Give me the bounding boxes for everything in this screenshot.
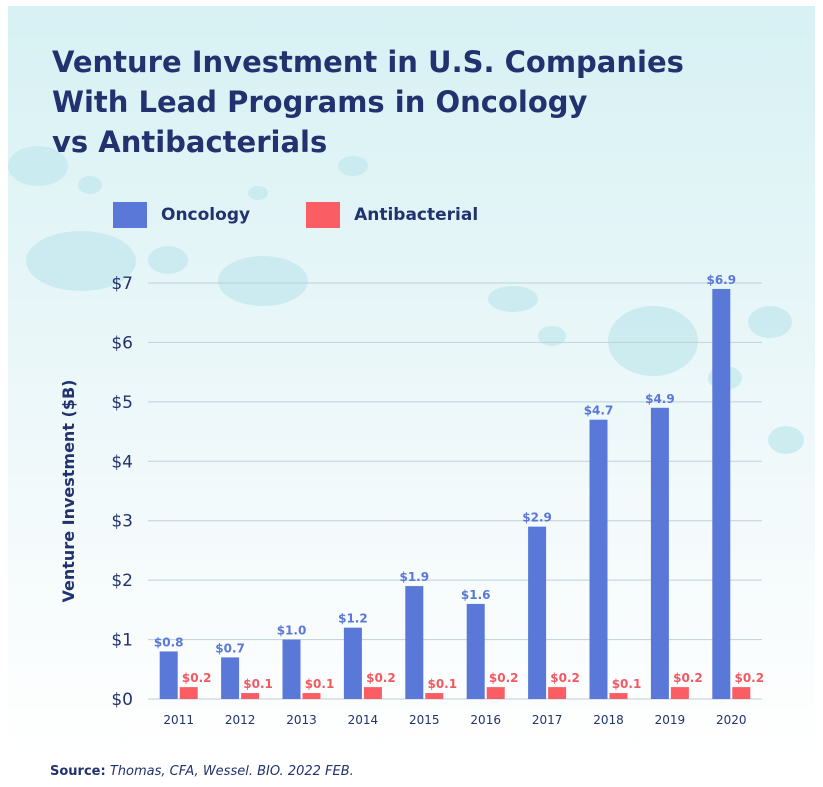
data-label-oncology: $1.9 <box>399 570 429 584</box>
decorative-blob <box>248 186 268 200</box>
data-label-antibacterial: $0.2 <box>673 671 703 685</box>
y-tick-label: $5 <box>111 393 133 413</box>
bar-antibacterial <box>609 693 628 699</box>
bar-chart: $0 $1 $2 $3 $4 $5 $6 $7 Venture Investment ($B) $… <box>59 273 764 727</box>
x-tick-label: 2020 <box>716 713 747 727</box>
y-tick-label: $2 <box>111 571 133 591</box>
bar-oncology <box>405 586 424 699</box>
decorative-blob <box>218 256 308 306</box>
data-label-oncology: $4.7 <box>584 404 614 418</box>
bar-antibacterial <box>548 687 567 699</box>
bar-antibacterial <box>670 687 689 699</box>
bar-oncology <box>650 407 669 699</box>
data-label-oncology: $0.7 <box>215 641 245 655</box>
bar-oncology <box>343 627 362 699</box>
decorative-blob <box>78 176 102 194</box>
y-tick-label: $6 <box>111 333 133 353</box>
bar-antibacterial <box>302 693 321 699</box>
bar-antibacterial <box>241 693 260 699</box>
decorative-blob <box>748 306 792 338</box>
legend-swatch-antibacterial <box>306 202 341 228</box>
bar-oncology <box>282 639 301 699</box>
bar-oncology <box>159 651 178 699</box>
bar-oncology <box>221 657 240 699</box>
x-tick-label: 2013 <box>286 713 317 727</box>
data-label-oncology: $0.8 <box>154 635 184 649</box>
source-label: Source: <box>50 764 106 779</box>
x-tick-label: 2019 <box>655 713 686 727</box>
legend-item-oncology: Oncology <box>113 202 250 228</box>
y-tick-label: $3 <box>111 512 133 532</box>
decorative-blob <box>538 326 566 346</box>
data-label-antibacterial: $0.1 <box>305 677 335 691</box>
data-label-antibacterial: $0.1 <box>612 677 642 691</box>
bar-oncology <box>589 419 608 699</box>
decorative-blob <box>768 426 804 454</box>
data-label-antibacterial: $0.2 <box>366 671 396 685</box>
x-tick-label: 2016 <box>470 713 501 727</box>
legend-item-antibacterial: Antibacterial <box>306 202 478 228</box>
x-tick-label: 2011 <box>163 713 194 727</box>
bar-antibacterial <box>425 693 444 699</box>
legend-label-antibacterial: Antibacterial <box>354 205 479 225</box>
source-note: Source: Thomas, CFA, Wessel. BIO. 2022 F… <box>50 764 354 779</box>
data-label-antibacterial: $0.2 <box>734 671 764 685</box>
bar-oncology <box>528 526 547 699</box>
bar-antibacterial <box>732 687 751 699</box>
x-tick-label: 2014 <box>348 713 379 727</box>
bar-oncology <box>466 603 485 699</box>
decorative-blob <box>488 286 538 312</box>
data-label-oncology: $6.9 <box>706 273 736 287</box>
y-axis-label: Venture Investment ($B) <box>59 380 78 603</box>
data-label-oncology: $1.2 <box>338 612 368 626</box>
decorative-blob <box>26 231 136 291</box>
legend-label-oncology: Oncology <box>161 205 251 225</box>
y-tick-label: $0 <box>111 690 133 710</box>
bar-oncology <box>712 288 731 699</box>
bar-antibacterial <box>363 687 382 699</box>
source-text: Thomas, CFA, Wessel. BIO. 2022 FEB. <box>109 764 354 779</box>
data-label-antibacterial: $0.2 <box>550 671 580 685</box>
decorative-blob <box>608 306 698 376</box>
decorative-blob <box>8 146 68 186</box>
x-tick-label: 2018 <box>593 713 624 727</box>
bar-antibacterial <box>486 687 505 699</box>
x-tick-label: 2017 <box>532 713 563 727</box>
data-label-antibacterial: $0.1 <box>427 677 457 691</box>
y-tick-label: $7 <box>111 274 133 294</box>
y-tick-label: $1 <box>111 631 133 651</box>
decorative-blob <box>338 156 368 176</box>
x-tick-label: 2012 <box>225 713 256 727</box>
data-label-oncology: $1.6 <box>461 588 491 602</box>
data-label-antibacterial: $0.1 <box>243 677 273 691</box>
data-label-oncology: $1.0 <box>277 624 307 638</box>
chart-title: Venture Investment in U.S. Companies Wit… <box>52 45 684 159</box>
data-label-antibacterial: $0.2 <box>489 671 519 685</box>
legend-swatch-oncology <box>113 202 147 228</box>
decorative-blob <box>148 246 188 274</box>
y-tick-label: $4 <box>111 452 133 472</box>
data-label-oncology: $4.9 <box>645 392 675 406</box>
legend: Oncology Antibacterial <box>113 202 534 228</box>
bar-antibacterial <box>179 687 198 699</box>
x-tick-label: 2015 <box>409 713 440 727</box>
data-label-oncology: $2.9 <box>522 511 552 525</box>
data-label-antibacterial: $0.2 <box>182 671 212 685</box>
